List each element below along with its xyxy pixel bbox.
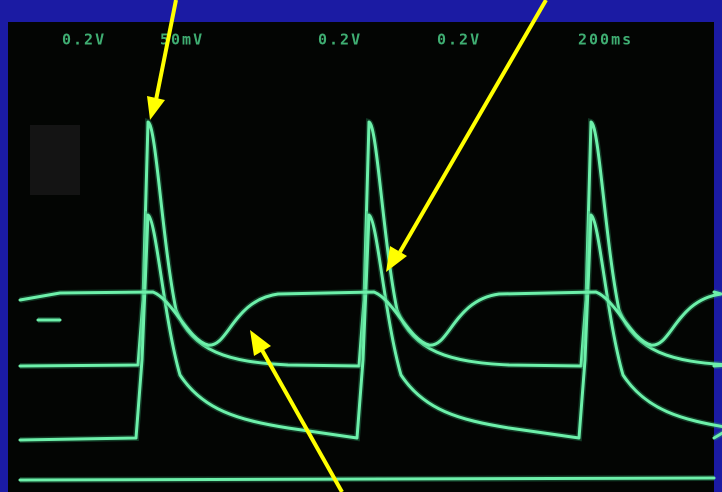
arrow-head (147, 96, 165, 120)
arrow-head (386, 246, 407, 272)
annotation-arrows (147, 0, 548, 492)
channel-scale-label: 0.2V (437, 31, 481, 49)
arrow (398, 0, 548, 254)
arrow (260, 349, 344, 492)
arrow (154, 0, 178, 101)
channel-scale-label: 0.2V (318, 31, 362, 49)
channel-scale-label: 0.2V (62, 31, 106, 49)
time-scale-label: 200ms (578, 31, 633, 49)
plateau-trace (18, 290, 722, 347)
arrow-head (250, 330, 271, 356)
flat-trace (18, 476, 716, 482)
scope-screen (8, 22, 714, 492)
lower-trace (18, 213, 722, 442)
traces (18, 118, 722, 483)
screen-reflection (30, 125, 80, 195)
spike-trace (18, 120, 722, 368)
